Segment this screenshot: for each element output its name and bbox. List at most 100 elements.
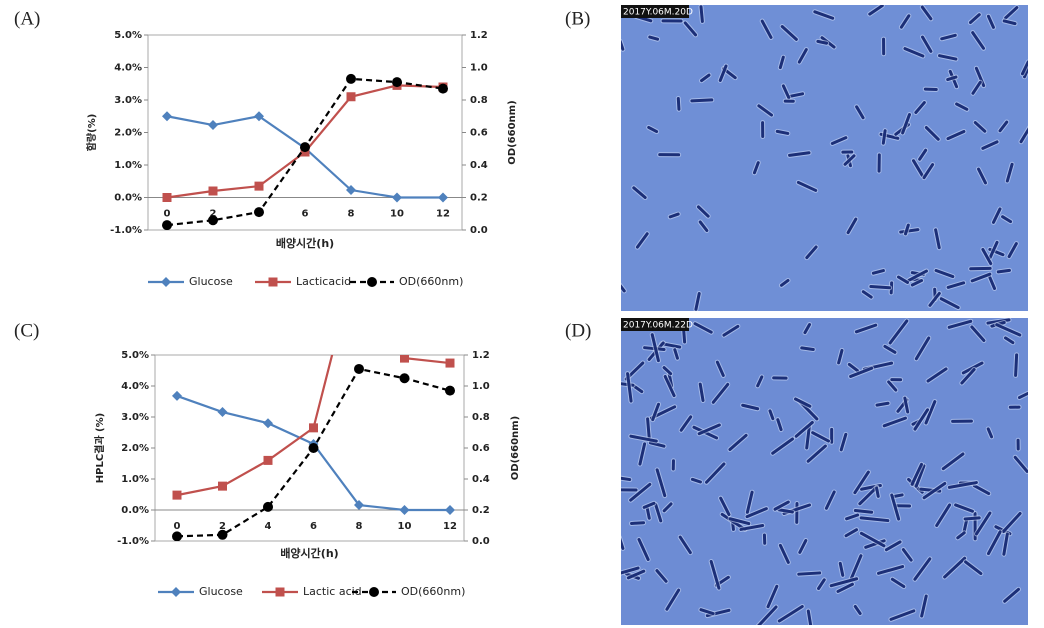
cell bbox=[903, 47, 925, 58]
y-tick-label: 2.0% bbox=[114, 128, 142, 139]
cell bbox=[698, 382, 705, 403]
y-tick-label: 0.0% bbox=[121, 505, 149, 516]
cell bbox=[926, 367, 948, 383]
cell bbox=[1019, 127, 1028, 144]
marker bbox=[263, 501, 273, 512]
marker bbox=[162, 111, 172, 122]
cell bbox=[718, 64, 728, 82]
cell bbox=[629, 434, 658, 443]
marker bbox=[369, 587, 379, 597]
panel-label: (B) bbox=[565, 8, 590, 29]
cell bbox=[843, 154, 856, 166]
y-tick-label: 1.0% bbox=[121, 474, 149, 485]
marker bbox=[399, 505, 410, 515]
marker bbox=[400, 355, 409, 363]
marker bbox=[445, 385, 455, 396]
y2-tick-label: 1.0 bbox=[472, 381, 490, 392]
cell bbox=[964, 560, 983, 576]
cell bbox=[766, 584, 779, 609]
cell bbox=[869, 285, 892, 290]
cell bbox=[883, 344, 897, 354]
cell bbox=[678, 535, 692, 555]
cell bbox=[970, 325, 986, 342]
x-tick-label: 8 bbox=[348, 209, 355, 220]
y-tick-label: 4.0% bbox=[121, 381, 149, 392]
cell bbox=[655, 569, 668, 583]
legend-label: Lacticacid bbox=[296, 275, 351, 288]
cell bbox=[853, 470, 870, 495]
cell bbox=[722, 324, 740, 337]
cell bbox=[1007, 242, 1018, 259]
y-axis-title: HPLC결과 (%) bbox=[93, 413, 106, 483]
cell bbox=[728, 517, 751, 526]
marker bbox=[254, 207, 264, 218]
y2-tick-label: 0.2 bbox=[470, 193, 488, 204]
cell bbox=[621, 284, 626, 293]
cell bbox=[935, 503, 952, 527]
cell bbox=[805, 423, 811, 450]
cell bbox=[875, 401, 890, 407]
cell bbox=[648, 35, 660, 41]
x-axis-title: 배양시간(h) bbox=[276, 236, 334, 250]
legend-label: Lactic acid bbox=[303, 585, 362, 598]
cell bbox=[849, 366, 874, 378]
cell bbox=[621, 40, 625, 51]
cell bbox=[781, 84, 791, 100]
y-tick-label: -1.0% bbox=[110, 225, 142, 236]
cell bbox=[621, 566, 640, 575]
y2-tick-label: 0.4 bbox=[472, 474, 490, 485]
y-tick-label: 4.0% bbox=[114, 63, 142, 74]
micrograph bbox=[621, 318, 1028, 625]
marker bbox=[392, 77, 402, 88]
cell bbox=[648, 441, 666, 448]
cell bbox=[1002, 19, 1017, 26]
cell bbox=[698, 220, 709, 233]
cell bbox=[910, 462, 923, 486]
cell bbox=[899, 228, 920, 234]
cell bbox=[853, 509, 874, 514]
caption-box bbox=[621, 318, 689, 331]
cell bbox=[918, 148, 928, 161]
y2-tick-label: 0.6 bbox=[472, 443, 490, 454]
cell bbox=[824, 490, 836, 510]
cell bbox=[697, 423, 721, 436]
cell bbox=[1003, 336, 1015, 345]
cell bbox=[798, 539, 808, 554]
cell bbox=[813, 10, 835, 20]
marker bbox=[346, 185, 356, 196]
cell bbox=[638, 442, 647, 466]
marker bbox=[445, 358, 455, 368]
x-tick-label: 12 bbox=[443, 521, 457, 532]
cell bbox=[806, 444, 827, 463]
cell bbox=[1005, 162, 1014, 183]
cell bbox=[845, 513, 860, 521]
cell bbox=[868, 5, 884, 16]
cell bbox=[890, 493, 901, 521]
cell bbox=[719, 496, 731, 517]
marker bbox=[346, 92, 356, 102]
marker bbox=[367, 277, 377, 287]
series-group bbox=[172, 355, 455, 541]
y2-tick-label: 0.2 bbox=[472, 505, 490, 516]
marker bbox=[275, 587, 285, 597]
cell bbox=[907, 269, 928, 282]
marker bbox=[217, 529, 228, 540]
cell bbox=[794, 420, 814, 438]
cell bbox=[794, 397, 812, 408]
cell bbox=[974, 511, 992, 536]
cell bbox=[679, 415, 693, 432]
cell bbox=[988, 240, 999, 259]
cell bbox=[654, 503, 663, 523]
cell bbox=[854, 323, 878, 334]
cell bbox=[797, 48, 808, 64]
marker bbox=[308, 443, 319, 453]
cell bbox=[859, 516, 890, 523]
cell bbox=[1001, 511, 1022, 534]
cell bbox=[844, 528, 859, 538]
cell bbox=[629, 482, 652, 502]
marker bbox=[254, 181, 264, 191]
x-tick-label: 6 bbox=[302, 209, 309, 220]
cell bbox=[626, 569, 646, 580]
cell bbox=[896, 275, 910, 284]
